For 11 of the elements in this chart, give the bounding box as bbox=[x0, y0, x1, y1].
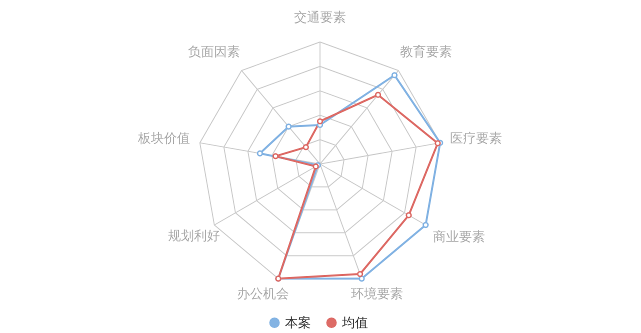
spoke-label: 交通要素 bbox=[294, 10, 346, 26]
spoke-label: 医疗要素 bbox=[450, 132, 502, 147]
spoke-label: 办公机会 bbox=[236, 286, 289, 302]
spoke-label: 负面因素 bbox=[188, 44, 240, 60]
legend-label: 均值 bbox=[341, 316, 368, 331]
spoke-label: 教育要素 bbox=[400, 44, 452, 60]
spoke-label: 商业要素 bbox=[432, 230, 485, 246]
spoke-label: 规划利好 bbox=[168, 228, 220, 244]
spoke-label: 板块价值 bbox=[136, 132, 190, 147]
legend-label: 本案 bbox=[285, 314, 311, 331]
spoke-label: 环境要素 bbox=[351, 286, 404, 302]
